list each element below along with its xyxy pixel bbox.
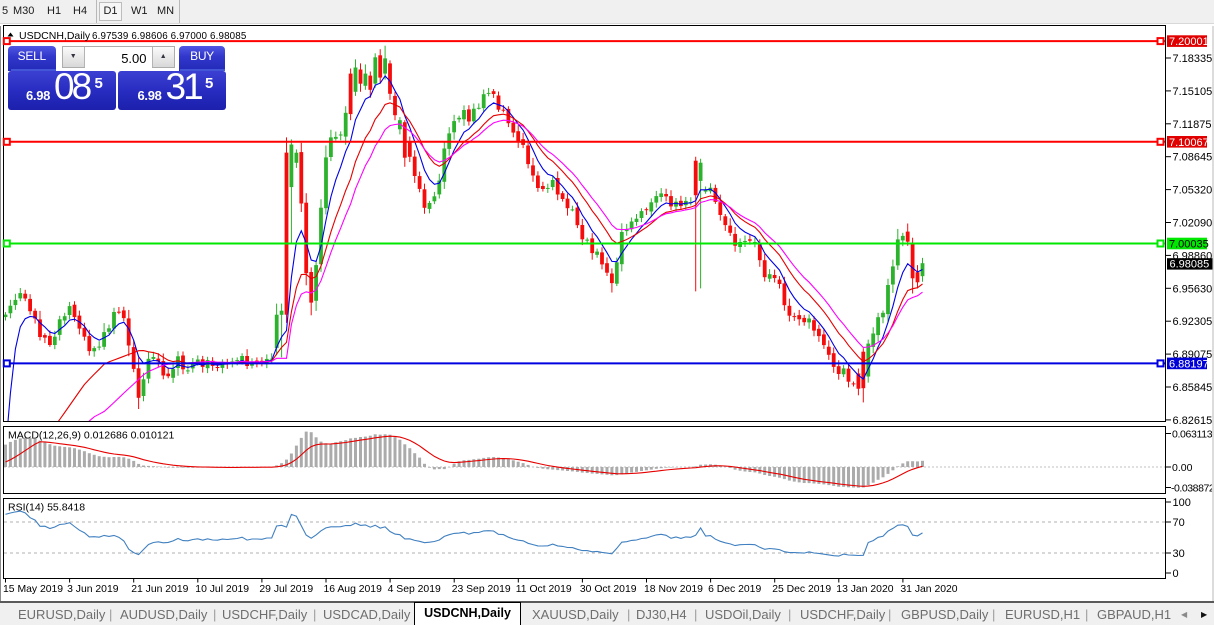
svg-text:0: 0 (1173, 568, 1179, 580)
svg-text:0.00: 0.00 (1172, 462, 1193, 474)
svg-text:7.10067: 7.10067 (1169, 137, 1209, 149)
svg-text:7.20001: 7.20001 (1169, 36, 1209, 48)
svg-text:-0.038872: -0.038872 (1171, 483, 1214, 495)
svg-text:6.82615: 6.82615 (1173, 415, 1213, 427)
svg-text:25 Dec 2019: 25 Dec 2019 (772, 584, 831, 595)
svg-text:31 Jan 2020: 31 Jan 2020 (900, 584, 957, 595)
svg-text:29 Jul 2019: 29 Jul 2019 (259, 584, 313, 595)
svg-text:7.08645: 7.08645 (1173, 152, 1213, 164)
svg-text:6 Dec 2019: 6 Dec 2019 (708, 584, 761, 595)
svg-text:18 Nov 2019: 18 Nov 2019 (644, 584, 703, 595)
svg-text:6.85845: 6.85845 (1173, 382, 1213, 394)
svg-text:11 Oct 2019: 11 Oct 2019 (516, 584, 572, 595)
svg-text:USDCNH,Daily: USDCNH,Daily (19, 30, 91, 42)
svg-text:7.00035: 7.00035 (1169, 239, 1209, 251)
svg-text:6.92305: 6.92305 (1173, 316, 1213, 328)
svg-text:7.15105: 7.15105 (1173, 86, 1213, 98)
svg-text:3 Jun 2019: 3 Jun 2019 (67, 584, 119, 595)
svg-text:6.88197: 6.88197 (1169, 358, 1209, 370)
svg-text:6.98085: 6.98085 (1170, 259, 1210, 271)
svg-text:13 Jan 2020: 13 Jan 2020 (836, 584, 893, 595)
svg-text:7.11875: 7.11875 (1173, 119, 1212, 131)
svg-text:15 May 2019: 15 May 2019 (3, 584, 63, 595)
svg-text:30: 30 (1173, 548, 1185, 560)
svg-text:16 Aug 2019: 16 Aug 2019 (324, 584, 383, 595)
svg-text:30 Oct 2019: 30 Oct 2019 (580, 584, 637, 595)
svg-text:21 Jun 2019: 21 Jun 2019 (131, 584, 188, 595)
svg-text:RSI(14) 55.8418: RSI(14) 55.8418 (8, 502, 85, 514)
svg-text:70: 70 (1173, 517, 1185, 529)
svg-text:7.05320: 7.05320 (1173, 185, 1213, 197)
svg-text:6.97539 6.98606 6.97000 6.9808: 6.97539 6.98606 6.97000 6.98085 (92, 31, 247, 42)
svg-text:MACD(12,26,9) 0.012686 0.01012: MACD(12,26,9) 0.012686 0.010121 (8, 430, 175, 442)
svg-text:7.02090: 7.02090 (1173, 218, 1213, 230)
svg-text:0.063113: 0.063113 (1172, 429, 1213, 441)
svg-text:100: 100 (1173, 497, 1191, 509)
svg-text:10 Jul 2019: 10 Jul 2019 (195, 584, 249, 595)
svg-text:4 Sep 2019: 4 Sep 2019 (388, 584, 441, 595)
svg-text:23 Sep 2019: 23 Sep 2019 (452, 584, 511, 595)
svg-text:7.18335: 7.18335 (1173, 53, 1213, 65)
svg-text:6.95630: 6.95630 (1173, 283, 1213, 295)
